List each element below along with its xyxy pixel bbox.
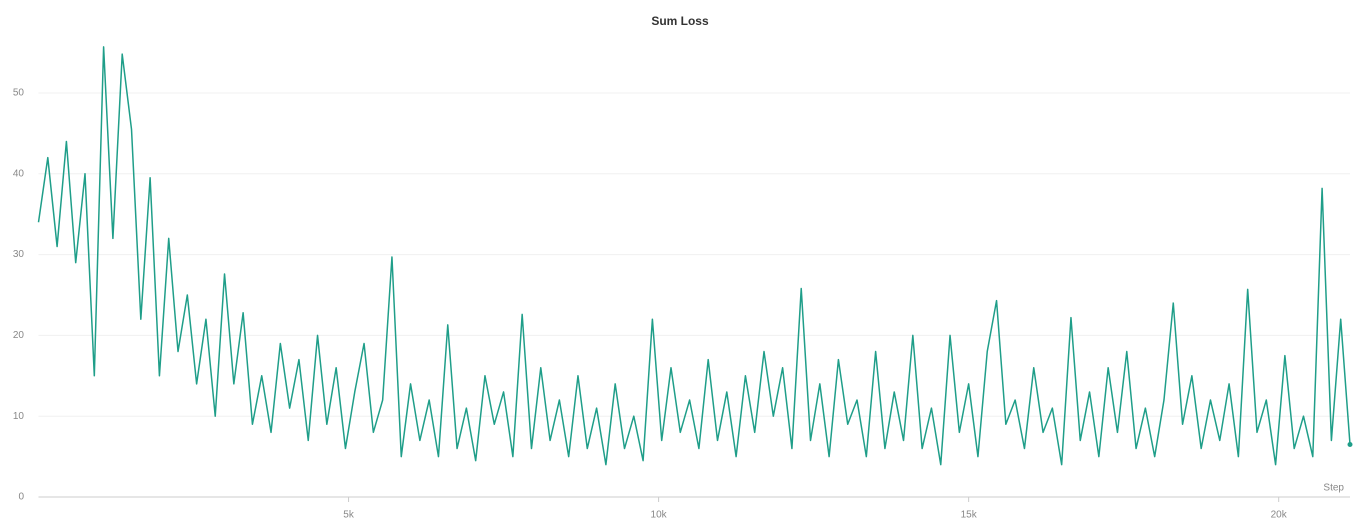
line-series	[37, 46, 1351, 466]
y-tick-label: 0	[18, 492, 24, 503]
y-tick-label: 20	[13, 330, 25, 341]
y-tick-label: 50	[13, 88, 25, 99]
y-tick-label: 40	[13, 168, 25, 179]
x-tick-label: 10k	[651, 510, 668, 521]
end-point	[1347, 441, 1353, 447]
y-tick-label: 30	[13, 249, 25, 260]
x-tick-label: 5k	[343, 510, 355, 521]
x-axis-label: Step	[1323, 483, 1344, 494]
chart-title: Sum Loss	[651, 14, 709, 28]
y-tick-label: 10	[13, 411, 25, 422]
x-tick-label: 15k	[961, 510, 978, 521]
x-tick-label: 20k	[1271, 510, 1288, 521]
